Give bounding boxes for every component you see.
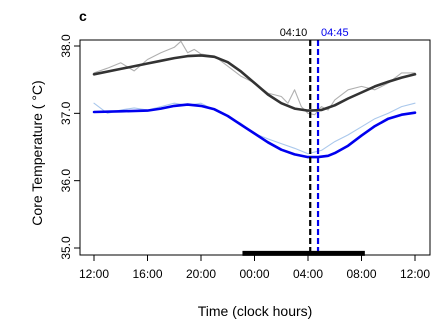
series-line-4-fit [92, 103, 417, 159]
series-line-1-raw [93, 40, 416, 116]
series-group [92, 40, 417, 159]
x-tick-label: 00:00 [239, 267, 269, 281]
panel-letter: c [79, 8, 87, 24]
x-tick-label: 12:00 [79, 267, 109, 281]
x-tick-label: 20:00 [186, 267, 216, 281]
y-tick-label: 38.0 [59, 34, 73, 58]
x-tick-label: 16:00 [132, 267, 162, 281]
vline-label-2: 04:45 [321, 27, 349, 39]
y-axis-title: Core Temperature ( °C) [29, 80, 45, 225]
series-line-2-fit [92, 54, 417, 112]
y-tick-label: 36.0 [59, 169, 73, 193]
x-axis-title: Time (clock hours) [198, 303, 313, 319]
x-tick-label: 04:00 [293, 267, 323, 281]
y-tick-label: 37.0 [59, 101, 73, 125]
y-tick-label: 35.0 [59, 236, 73, 260]
x-tick-label: 12:00 [400, 267, 430, 281]
plot-frame [79, 39, 431, 256]
x-tick-label: 08:00 [346, 267, 376, 281]
plot-area [92, 40, 417, 256]
axes: 04:10 04:45 12:00 16:00 20:00 00:00 04:00 08:00… [59, 27, 431, 281]
vline-label-1: 04:10 [280, 27, 308, 39]
